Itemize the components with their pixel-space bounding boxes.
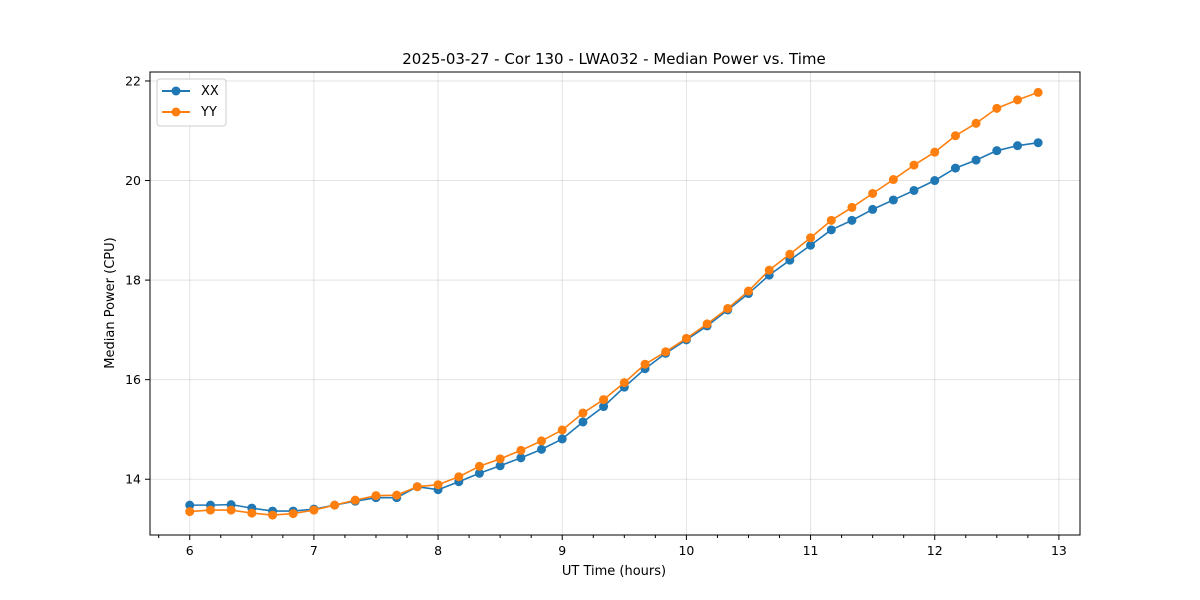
- data-point-yy: [495, 454, 505, 464]
- data-point-yy: [1013, 95, 1023, 105]
- plot-frame: [149, 71, 1081, 536]
- data-point-yy: [454, 472, 464, 482]
- data-point-yy: [350, 495, 360, 505]
- data-point-yy: [909, 160, 919, 170]
- data-point-yy: [743, 286, 753, 296]
- data-point-yy: [888, 175, 898, 185]
- data-point-xx: [909, 185, 919, 195]
- legend-marker-yy: [171, 107, 181, 117]
- data-point-yy: [661, 347, 671, 357]
- data-point-yy: [826, 215, 836, 225]
- data-point-yy: [785, 249, 795, 259]
- data-point-yy: [681, 333, 691, 343]
- data-point-yy: [536, 436, 546, 446]
- data-point-yy: [247, 508, 257, 518]
- y-axis-label: Median Power (CPU): [103, 237, 118, 368]
- data-point-yy: [185, 507, 195, 517]
- data-point-yy: [412, 482, 422, 492]
- data-point-yy: [557, 425, 567, 435]
- data-point-yy: [702, 319, 712, 329]
- data-point-yy: [268, 510, 278, 520]
- legend-marker-xx: [171, 86, 181, 96]
- data-point-yy: [868, 188, 878, 198]
- data-point-xx: [516, 453, 526, 463]
- x-tick-label: 11: [803, 543, 819, 558]
- data-point-xx: [992, 146, 1002, 156]
- x-axis-ticks: 6 7 8 9 10 11 12 13: [158, 535, 1067, 558]
- data-point-xx: [599, 402, 609, 412]
- data-point-yy: [392, 490, 402, 500]
- data-point-xx: [185, 500, 195, 510]
- data-point-yy: [309, 505, 319, 515]
- x-tick-label: 6: [186, 543, 194, 558]
- data-point-yy: [640, 359, 650, 369]
- data-point-xx: [1033, 138, 1043, 148]
- legend: XX YY: [156, 78, 227, 127]
- data-point-xx: [950, 163, 960, 173]
- legend-label-xx: XX: [201, 84, 219, 99]
- data-point-yy: [226, 505, 236, 515]
- data-point-yy: [971, 118, 981, 128]
- y-tick-label: 18: [125, 273, 141, 288]
- y-tick-label: 16: [125, 372, 141, 387]
- data-point-xx: [826, 225, 836, 235]
- data-point-xx: [578, 417, 588, 427]
- x-tick-label: 8: [434, 543, 442, 558]
- data-point-yy: [578, 408, 588, 418]
- data-point-yy: [433, 480, 443, 490]
- data-point-xx: [930, 176, 940, 186]
- x-tick-label: 12: [927, 543, 943, 558]
- data-point-yy: [806, 233, 816, 243]
- legend-label-yy: YY: [200, 105, 217, 120]
- data-point-xx: [806, 240, 816, 250]
- y-tick-label: 20: [125, 173, 141, 188]
- data-point-yy: [930, 147, 940, 157]
- data-point-xx: [888, 195, 898, 205]
- series-yy: [185, 87, 1043, 520]
- data-point-yy: [992, 103, 1002, 113]
- data-point-yy: [1033, 87, 1043, 97]
- data-point-xx: [847, 215, 857, 225]
- data-point-yy: [764, 265, 774, 275]
- y-axis-ticks: 14 16 18 20 22: [125, 73, 150, 487]
- data-point-xx: [495, 461, 505, 471]
- data-point-xx: [557, 434, 567, 444]
- x-tick-label: 10: [678, 543, 694, 558]
- data-point-yy: [619, 378, 629, 388]
- data-point-yy: [330, 500, 340, 510]
- series-layer: [185, 87, 1043, 520]
- y-tick-label: 22: [125, 73, 141, 88]
- x-axis-label: UT Time (hours): [562, 564, 666, 579]
- data-point-xx: [868, 204, 878, 214]
- data-point-yy: [288, 509, 298, 519]
- data-point-yy: [371, 491, 381, 501]
- data-point-yy: [474, 461, 484, 471]
- y-tick-label: 14: [125, 472, 141, 487]
- grid: [150, 72, 1080, 535]
- x-tick-label: 13: [1051, 543, 1067, 558]
- data-point-yy: [516, 445, 526, 455]
- chart-title: 2025-03-27 - Cor 130 - LWA032 - Median P…: [402, 50, 826, 68]
- x-tick-label: 9: [558, 543, 566, 558]
- x-tick-label: 7: [310, 543, 318, 558]
- data-point-xx: [971, 155, 981, 165]
- data-point-xx: [536, 444, 546, 454]
- data-point-yy: [205, 505, 215, 515]
- data-point-xx: [1013, 141, 1023, 151]
- data-point-yy: [847, 202, 857, 212]
- data-point-yy: [723, 303, 733, 313]
- data-point-yy: [599, 395, 609, 405]
- data-point-yy: [950, 131, 960, 141]
- data-point-xx: [474, 468, 484, 478]
